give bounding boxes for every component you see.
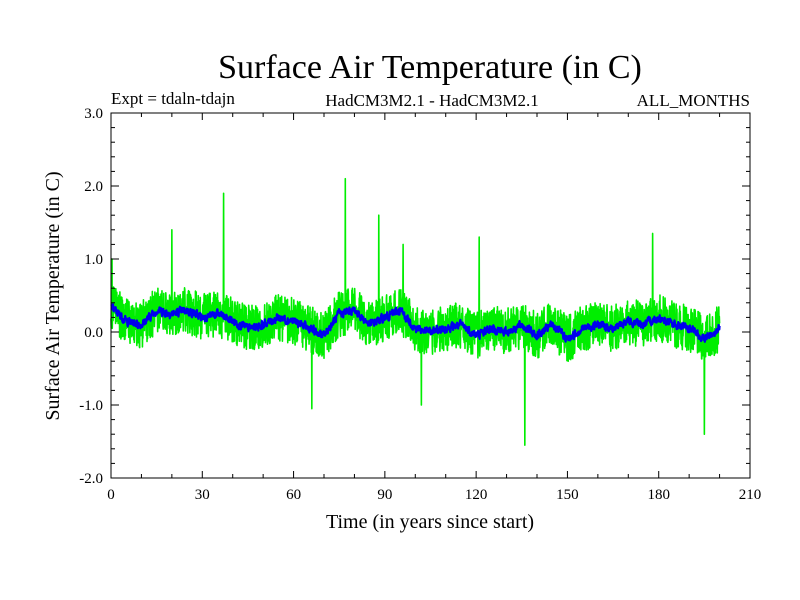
subtitle-center: HadCM3M2.1 - HadCM3M2.1 (325, 91, 538, 110)
x-tick-label: 60 (286, 487, 301, 503)
x-tick-label: 180 (647, 487, 670, 503)
subtitle-right: ALL_MONTHS (637, 91, 750, 110)
chart-title: Surface Air Temperature (in C) (218, 49, 642, 86)
series-annual-line (110, 303, 721, 343)
y-tick-label: 0.0 (84, 325, 103, 341)
y-tick-label: -1.0 (79, 398, 103, 414)
y-tick-label: 1.0 (84, 252, 103, 268)
y-tick-label: -2.0 (79, 471, 103, 487)
series-monthly-line (110, 177, 721, 446)
x-tick-label: 150 (556, 487, 579, 503)
x-tick-label: 210 (739, 487, 762, 503)
x-tick-label: 30 (195, 487, 210, 503)
x-axis-label: Time (in years since start) (326, 511, 534, 533)
y-axis-label: Surface Air Temperature (in C) (42, 171, 64, 420)
x-tick-label: 120 (465, 487, 488, 503)
plot-frame (110, 112, 751, 479)
subtitle-left: Expt = tdaln-tdajn (111, 89, 235, 108)
y-tick-label: 2.0 (84, 179, 103, 195)
axis-ticks: 0 30 60 90 120 150 180 210 -2.0 -1.0 0.0 1.0 2.0 3.0 (79, 106, 761, 503)
y-tick-label: 3.0 (84, 106, 103, 122)
plot-lines (110, 177, 721, 446)
x-tick-label: 0 (107, 487, 115, 503)
x-tick-label: 90 (377, 487, 392, 503)
